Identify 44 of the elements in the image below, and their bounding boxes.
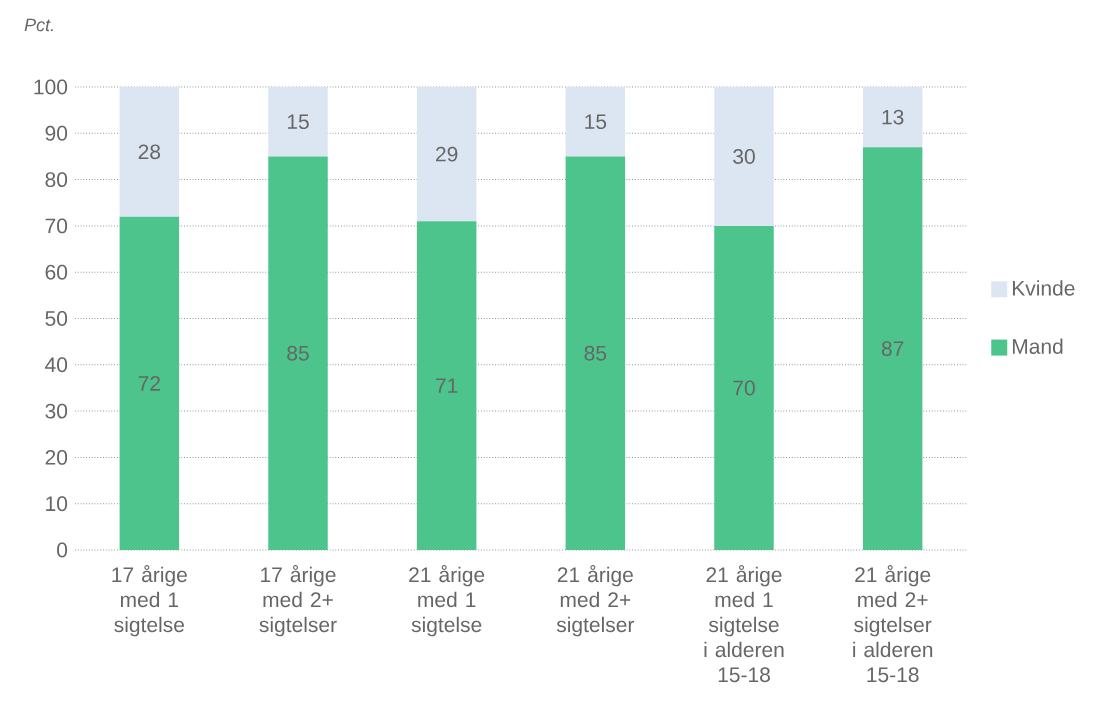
x-tick-label: 17 årige med 1 sigtelse bbox=[112, 565, 187, 637]
y-tick-label: 50 bbox=[45, 311, 68, 326]
y-tick-label: 60 bbox=[45, 264, 68, 280]
bar bbox=[714, 225, 774, 550]
data-label: 87 bbox=[881, 341, 904, 357]
data-label: 13 bbox=[882, 109, 904, 125]
data-label: 85 bbox=[584, 345, 607, 361]
data-label: 29 bbox=[436, 146, 458, 162]
data-label: 15 bbox=[585, 114, 607, 130]
y-tick-label: 20 bbox=[45, 449, 68, 465]
y-tick-label: 80 bbox=[45, 172, 68, 188]
data-label: 15 bbox=[287, 114, 309, 130]
bar bbox=[565, 156, 626, 550]
y-tick-label: 90 bbox=[45, 125, 68, 141]
bar bbox=[416, 86, 477, 222]
x-tick-label: 21 årige med 1 sigtelse i alderen 15-18 bbox=[704, 565, 784, 683]
data-label: 70 bbox=[733, 380, 755, 396]
bar bbox=[119, 216, 180, 550]
bar bbox=[268, 86, 328, 157]
y-tick-label: 100 bbox=[34, 79, 68, 95]
bar bbox=[862, 147, 923, 550]
bar bbox=[862, 86, 923, 148]
x-tick-label: 21 årige med 2+ sigtelser bbox=[556, 565, 635, 637]
legend-label: Kvinde bbox=[1012, 280, 1075, 296]
y-tick-label: 30 bbox=[45, 403, 68, 419]
data-label: 30 bbox=[733, 149, 755, 164]
x-tick-label: 17 årige med 2+ sigtelser bbox=[259, 565, 337, 637]
data-label: 28 bbox=[138, 144, 161, 160]
x-tick-label: 21 årige med 1 sigtelse bbox=[409, 565, 485, 637]
bar bbox=[416, 221, 477, 550]
y-axis-title: Pct. bbox=[24, 18, 53, 32]
bar bbox=[714, 86, 774, 226]
y-tick-label: 70 bbox=[45, 218, 68, 234]
y-tick-label: 40 bbox=[45, 357, 68, 373]
data-label: 72 bbox=[138, 375, 160, 391]
y-tick-label: 10 bbox=[46, 496, 68, 512]
bar bbox=[268, 156, 328, 550]
y-tick-label: 0 bbox=[57, 542, 68, 558]
data-label: 71 bbox=[436, 378, 458, 393]
data-label: 85 bbox=[287, 345, 309, 361]
bar bbox=[565, 86, 626, 157]
x-tick-label: 21 årige med 2+ sigtelser i alderen 15-18 bbox=[853, 565, 933, 683]
legend-label: Mand bbox=[1012, 338, 1063, 354]
bar bbox=[119, 86, 180, 217]
